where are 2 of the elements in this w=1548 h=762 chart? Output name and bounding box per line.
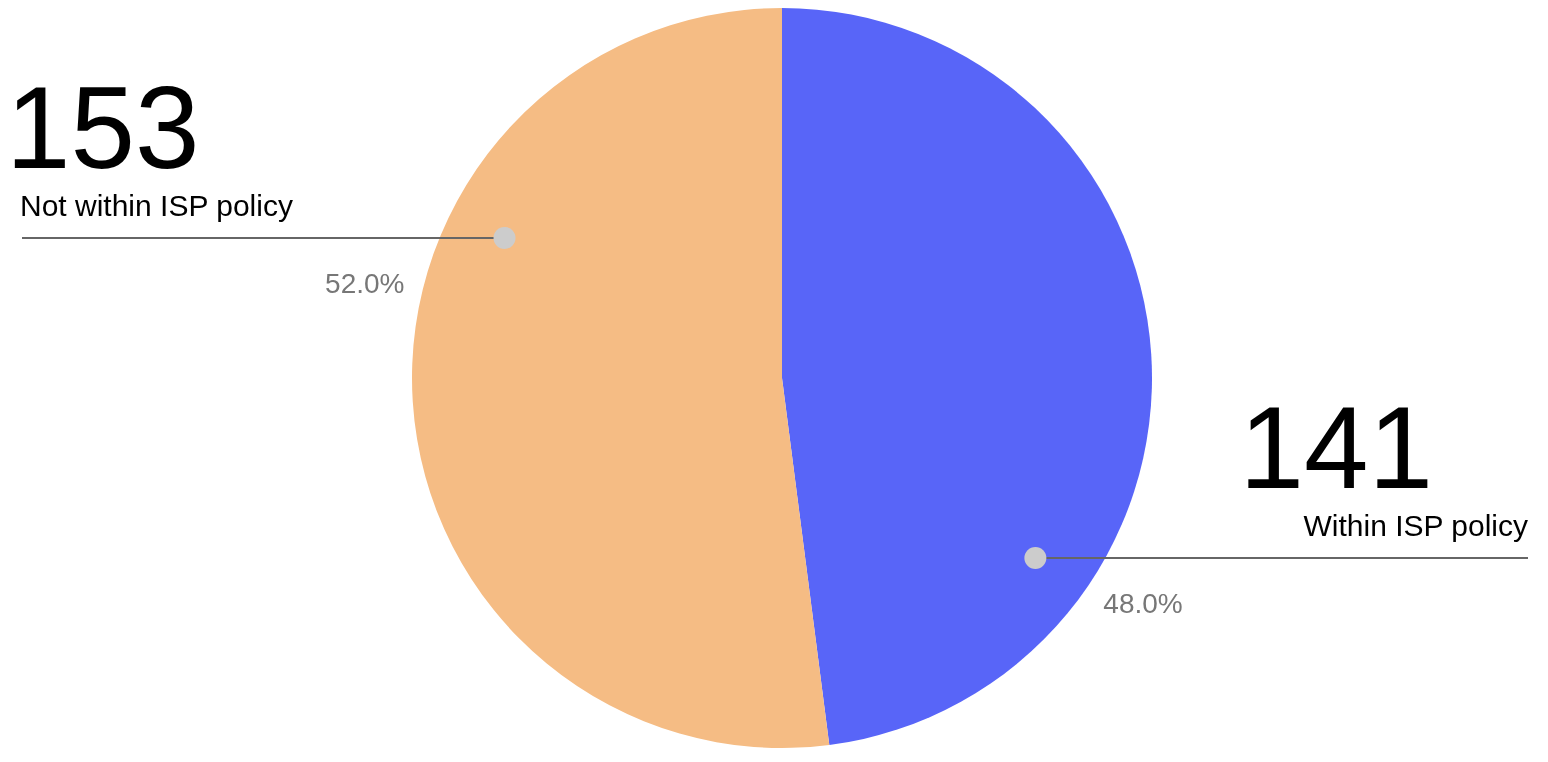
- text: 48.0%: [1103, 588, 1183, 619]
- text: 52.0%: [325, 268, 405, 299]
